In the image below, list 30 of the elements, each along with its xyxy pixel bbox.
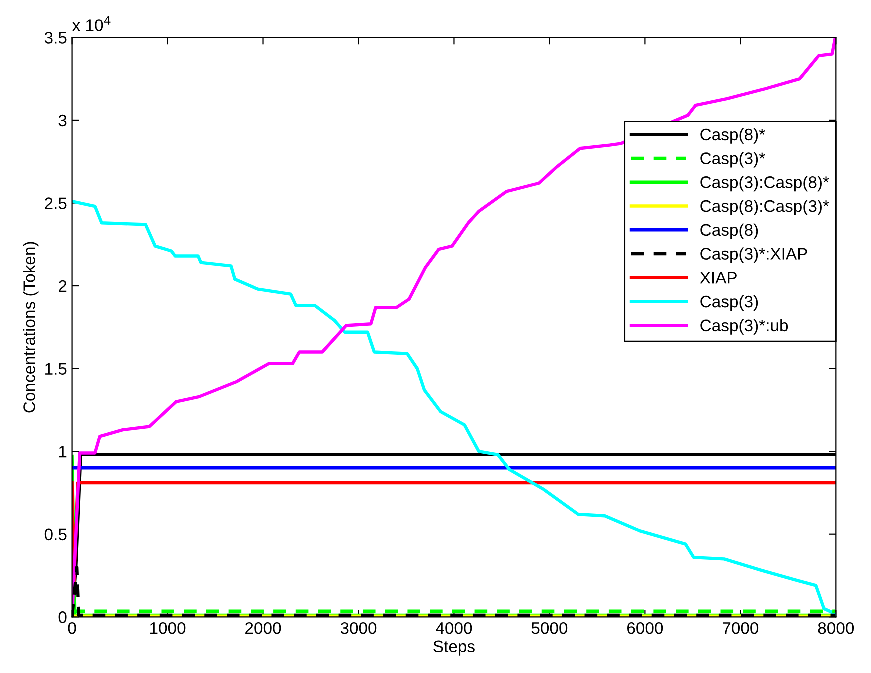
legend-label: Casp(3)* <box>700 152 766 168</box>
legend-label: Casp(3)*:ub <box>700 319 788 335</box>
y-tick-label: 0 <box>58 612 67 624</box>
legend-label: XIAP <box>700 272 737 284</box>
x-tick-label: 7000 <box>722 622 759 634</box>
x-tick-label: 0 <box>68 622 76 634</box>
x-tick-label: 1000 <box>150 622 186 634</box>
x-tick-label: 3000 <box>340 622 377 634</box>
x-tick-label: 8000 <box>818 622 854 634</box>
legend-label: Casp(8)* <box>700 128 766 144</box>
legend-label: Casp(3):Casp(8)* <box>700 176 830 192</box>
y-tick-label: 2 <box>59 280 67 292</box>
y-tick-label: 1 <box>59 446 67 458</box>
y-tick-label: 2.5 <box>45 198 67 210</box>
line-series <box>72 200 836 616</box>
y-axis-title: Concentrations (Token) <box>23 242 39 413</box>
x-tick-label: 6000 <box>628 622 664 634</box>
x-axis-title: Steps <box>434 640 475 656</box>
y-tick-label: 1.5 <box>46 363 67 376</box>
x-tick-label: 5000 <box>532 622 568 634</box>
y-tick-label: 3.5 <box>44 32 67 44</box>
legend-label: Casp(3)*:XIAP <box>700 248 808 264</box>
text: x 10$^{4}$ <box>72 16 111 32</box>
legend-label: Casp(8) <box>700 224 758 240</box>
y-tick-label: 3 <box>58 114 67 127</box>
legend-label: Casp(8):Casp(3)* <box>700 200 830 216</box>
x-tick-label: 2000 <box>246 622 282 634</box>
x-tick-label: 4000 <box>436 622 472 634</box>
y-tick-label: 0.5 <box>44 528 67 541</box>
legend-label: Casp(3) <box>700 295 758 311</box>
